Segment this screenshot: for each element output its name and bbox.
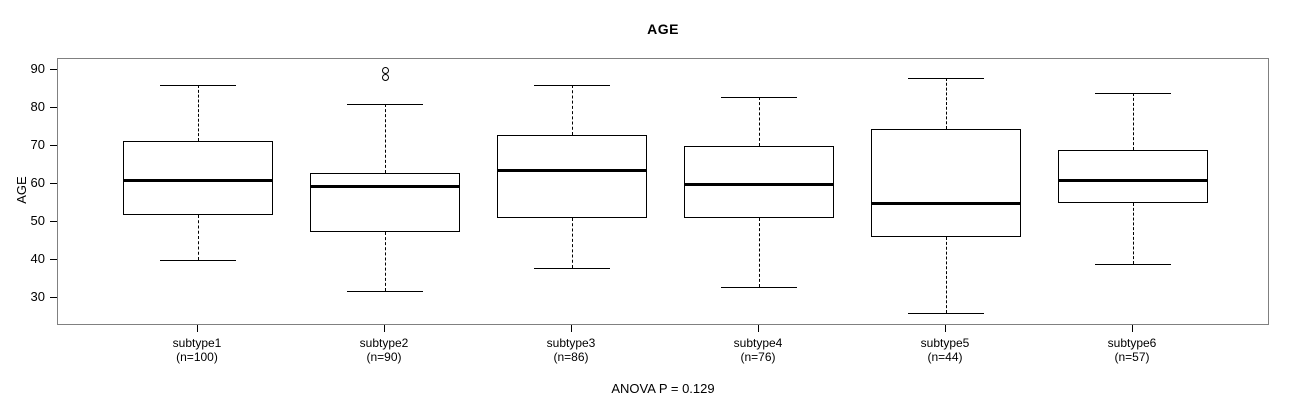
x-category-label: subtype1 (n=100) <box>127 336 267 364</box>
x-tick-mark <box>758 325 759 332</box>
iqr-box <box>497 134 647 219</box>
x-category-name: subtype2 <box>359 336 409 350</box>
y-tick-label: 90 <box>30 61 45 77</box>
outlier-point <box>381 74 389 82</box>
lower-whisker-line <box>759 218 760 287</box>
lower-whisker-cap <box>1095 264 1171 266</box>
lower-whisker-line <box>946 237 947 314</box>
y-tick-label: 40 <box>30 251 45 267</box>
chart-title: AGE <box>647 21 679 37</box>
median-line <box>684 182 834 186</box>
median-line <box>123 178 273 182</box>
iqr-box <box>1058 150 1208 204</box>
x-category-name: subtype5 <box>920 336 970 350</box>
median-line <box>310 184 460 188</box>
iqr-box <box>684 146 834 219</box>
x-category-label: subtype6 (n=57) <box>1062 336 1202 364</box>
x-category-name: subtype4 <box>733 336 783 350</box>
x-category-name: subtype6 <box>1107 336 1157 350</box>
iqr-box <box>123 140 273 215</box>
y-tick-mark <box>50 69 57 71</box>
iqr-box <box>871 129 1021 238</box>
x-category-label: subtype5 (n=44) <box>875 336 1015 364</box>
upper-whisker-line <box>759 96 760 147</box>
median-line <box>871 201 1021 205</box>
upper-whisker-cap <box>1095 93 1171 95</box>
upper-whisker-line <box>572 85 573 135</box>
y-tick-mark <box>50 145 57 147</box>
iqr-box <box>310 172 460 232</box>
median-line <box>1058 178 1208 182</box>
x-tick-mark <box>1132 325 1133 332</box>
anova-p-label: ANOVA P = 0.129 <box>611 381 715 396</box>
upper-whisker-cap <box>721 96 797 98</box>
lower-whisker-line <box>1133 203 1134 265</box>
x-category-count: (n=90) <box>366 350 402 364</box>
plot-area <box>57 58 1269 325</box>
lower-whisker-cap <box>721 286 797 288</box>
lower-whisker-line <box>572 218 573 268</box>
x-category-count: (n=44) <box>927 350 963 364</box>
x-category-label: subtype2 (n=90) <box>314 336 454 364</box>
outlier-point <box>381 66 389 74</box>
lower-whisker-line <box>198 214 199 261</box>
lower-whisker-cap <box>908 313 984 315</box>
y-tick-label: 80 <box>30 99 45 115</box>
lower-whisker-cap <box>347 290 423 292</box>
median-line <box>497 169 647 173</box>
x-tick-mark <box>384 325 385 332</box>
upper-whisker-line <box>946 77 947 130</box>
upper-whisker-line <box>1133 93 1134 151</box>
y-tick-label: 50 <box>30 213 45 229</box>
upper-whisker-line <box>385 104 386 173</box>
x-category-label: subtype3 (n=86) <box>501 336 641 364</box>
upper-whisker-cap <box>534 85 610 87</box>
y-tick-mark <box>50 107 57 109</box>
y-tick-label: 70 <box>30 137 45 153</box>
x-tick-mark <box>945 325 946 332</box>
x-category-label: subtype4 (n=76) <box>688 336 828 364</box>
lower-whisker-cap <box>534 267 610 269</box>
y-tick-mark <box>50 221 57 223</box>
y-tick-mark <box>50 259 57 261</box>
upper-whisker-cap <box>160 85 236 87</box>
x-tick-mark <box>571 325 572 332</box>
x-category-name: subtype1 <box>172 336 222 350</box>
x-category-name: subtype3 <box>546 336 596 350</box>
y-tick-mark <box>50 183 57 185</box>
lower-whisker-cap <box>160 260 236 262</box>
y-tick-mark <box>50 297 57 299</box>
lower-whisker-line <box>385 231 386 291</box>
y-tick-label: 60 <box>30 175 45 191</box>
upper-whisker-cap <box>908 77 984 79</box>
y-tick-label: 30 <box>30 289 45 305</box>
x-category-count: (n=100) <box>176 350 218 364</box>
x-tick-mark <box>197 325 198 332</box>
x-category-count: (n=57) <box>1114 350 1150 364</box>
upper-whisker-cap <box>347 104 423 106</box>
x-category-count: (n=76) <box>740 350 776 364</box>
x-category-count: (n=86) <box>553 350 589 364</box>
upper-whisker-line <box>198 85 199 141</box>
